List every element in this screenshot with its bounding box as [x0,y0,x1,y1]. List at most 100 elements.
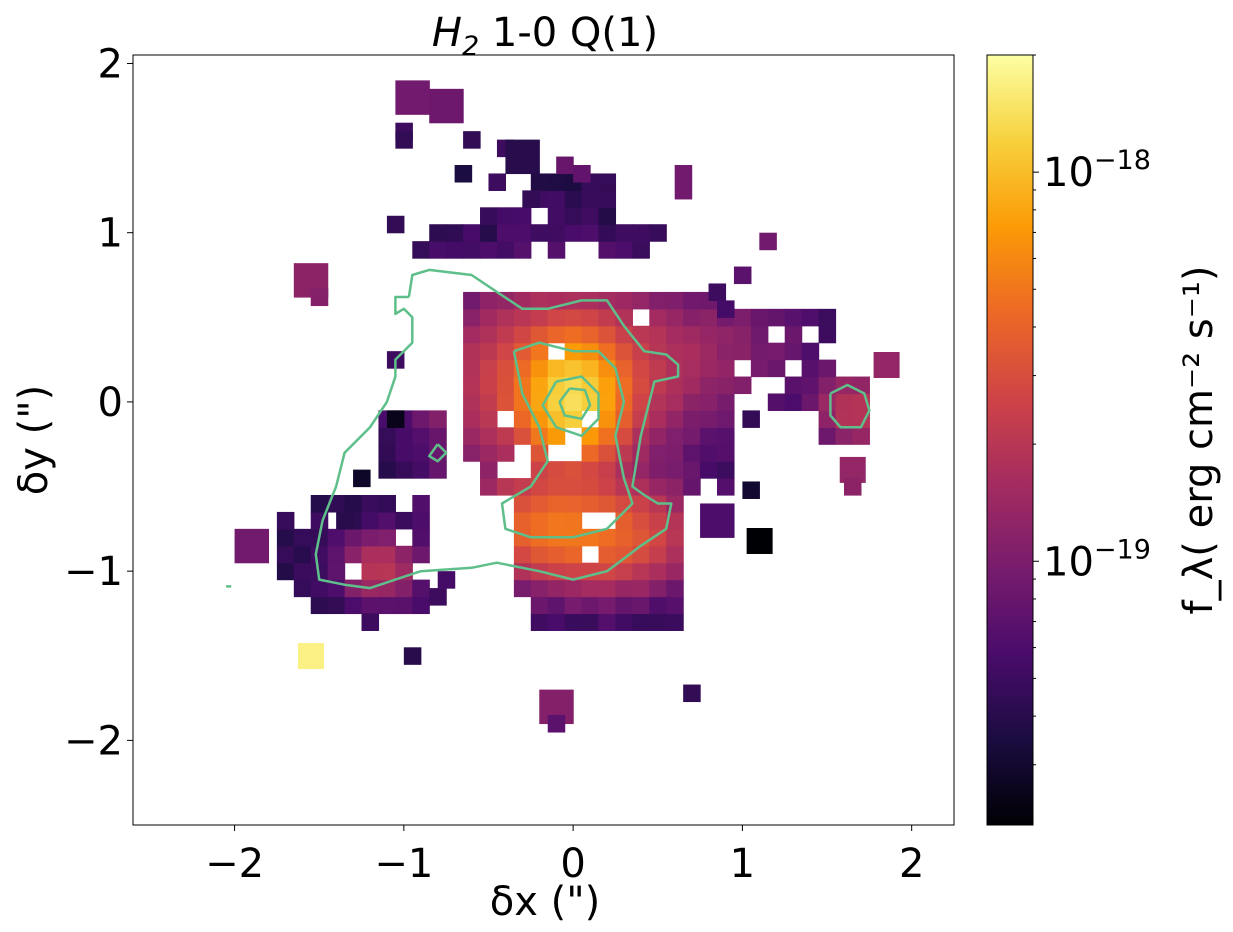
heatmap-pixel [564,613,583,631]
heatmap-pixel [666,579,684,598]
colorbar-tick-label: 10−18 [1043,145,1151,196]
heatmap-pixel [530,376,549,395]
heatmap-pixel [395,511,413,530]
heatmap-pixel [344,579,363,598]
heatmap-pixel [649,562,667,581]
heatmap-pixel [564,562,583,581]
heatmap-pixel [361,495,380,513]
heatmap-pixel [666,308,684,327]
heatmap-pixel [818,427,837,445]
heatmap-pixel [632,224,650,242]
heatmap-pixel [276,562,295,581]
heatmap-pixel [598,342,617,361]
heatmap-pixel [649,545,667,564]
heatmap-pixel [581,325,600,344]
heatmap-pixel [480,376,498,395]
heatmap-pixel [598,545,617,564]
heatmap-pixel [412,545,430,564]
heatmap-pixel [513,241,532,259]
heatmap-pixel [598,444,617,462]
heatmap-pixel [733,342,752,361]
heatmap-pixel [480,325,498,344]
y-tick-label: −1 [64,549,123,595]
heatmap-pixel [649,342,667,361]
heatmap-pixel [547,478,566,496]
heatmap-pixel [310,579,329,598]
heatmap-pixel [666,325,684,344]
heatmap-pixel [496,444,515,462]
heatmap-pixel [742,410,760,428]
heatmap-pixel [310,495,329,513]
heatmap-pixel [649,325,667,344]
heatmap-pixel [480,444,498,462]
heatmap-pixel [632,562,650,581]
heatmap-pixel [666,359,684,378]
heatmap-pixel [801,359,820,378]
heatmap-pixel [615,562,633,581]
heatmap-pixel [573,165,591,183]
heatmap-pixel [615,308,633,327]
heatmap-pixel [530,308,549,327]
heatmap-pixel [564,359,583,378]
heatmap-pixel [480,359,498,378]
heatmap-pixel [547,207,566,225]
heatmap-pixel [564,495,583,513]
heatmap-pixel [234,528,270,564]
heatmap-pixel [412,461,430,479]
heatmap-pixel [700,427,718,445]
heatmap-pixel [632,613,650,631]
heatmap-pixel [700,376,718,395]
heatmap-pixel [496,393,515,411]
heatmap-pixel [818,393,837,411]
heatmap-pixel [564,190,583,208]
heatmap-pixel [463,393,481,411]
heatmap-pixel [463,444,481,462]
heatmap-pixel [581,207,600,225]
heatmap-pixel [750,325,769,344]
heatmap-pixel [437,571,456,589]
heatmap-pixel [378,511,396,530]
heatmap-pixel [564,291,583,310]
heatmap-pixel [327,596,346,615]
heatmap-pixel [717,461,735,479]
heatmap-pixel [513,308,532,327]
heatmap-pixel [835,410,854,428]
heatmap-pixel [632,291,650,310]
heatmap-pixel [378,545,396,564]
heatmap-pixel [547,410,566,428]
heatmap-pixel [843,478,862,496]
heatmap-pixel [615,359,633,378]
heatmap-pixel [632,393,650,411]
x-tick-label: 1 [730,841,755,887]
heatmap-pixel [598,393,617,411]
heatmap-pixel [733,376,752,395]
heatmap-pixel [632,376,650,395]
heatmap-pixel [683,427,701,445]
heatmap-pixel [632,495,650,513]
heatmap-pixel [700,503,735,538]
heatmap-pixel [683,308,701,327]
heatmap-pixel [581,579,600,598]
heatmap-pixel [632,478,650,496]
heatmap-pixel [395,579,413,598]
heatmap-pixel [412,596,430,615]
heatmap-pixel [386,410,405,428]
contour-line [500,341,634,539]
heatmap-pixel [632,596,650,615]
heatmap-pixel [717,410,735,428]
heatmap-pixel [344,528,363,547]
heatmap-pixel [327,528,346,547]
heatmap-pixel [666,545,684,564]
heatmap-pixel [683,461,701,479]
heatmap-pixel [615,511,633,530]
heatmap-pixel [801,308,820,327]
heatmap-pixel [835,427,854,445]
y-axis-ticks: −2 −1 0 1 2 [64,41,133,764]
heatmap-pixel [683,410,701,428]
heatmap-pixel [581,224,600,242]
heatmap-pixel [632,342,650,361]
heatmap-pixel [344,545,363,564]
contour-layer [226,268,871,590]
heatmap-pixel [674,181,693,200]
